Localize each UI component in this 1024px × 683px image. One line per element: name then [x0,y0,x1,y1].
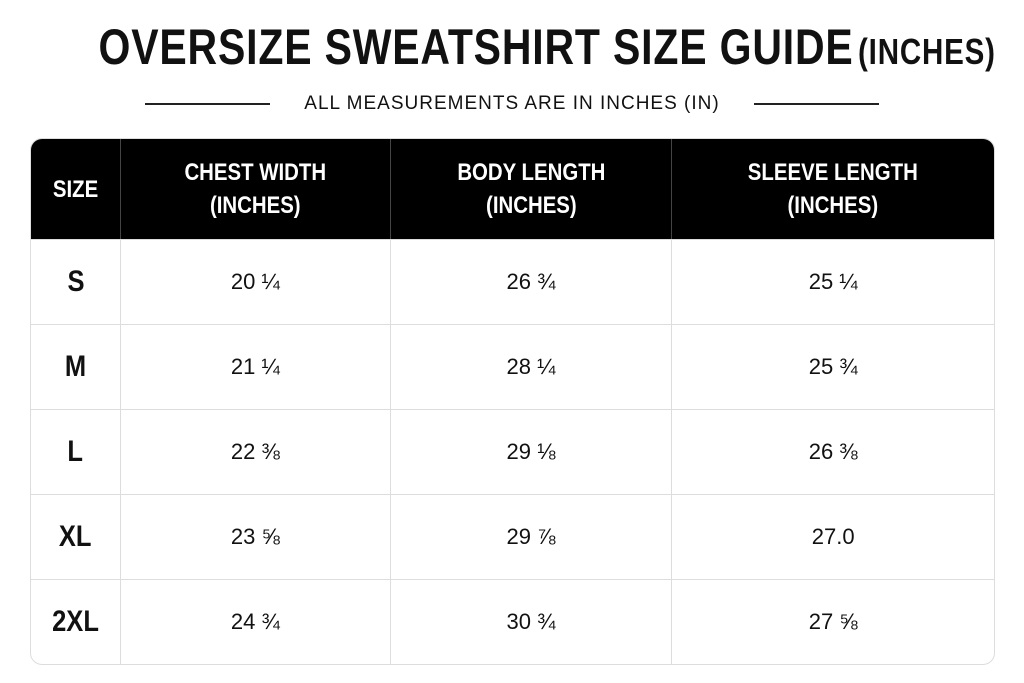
measurement-cell: 21 ¼ [121,324,391,409]
size-cell: M [31,324,122,409]
size-table: SIZE CHEST WIDTH (INCHES) BODY LENGTH (INCHE… [30,138,995,665]
measurement-cell: 27.0 [672,494,994,579]
size-label: 2XL [52,605,99,638]
column-header: CHEST WIDTH (INCHES) [121,139,391,239]
size-cell: L [31,409,122,494]
measurement-cell: 20 ¼ [121,239,391,324]
rule [145,103,271,105]
column-header: BODY LENGTH (INCHES) [390,139,673,239]
subtitle-block: ALL MEASUREMENTS ARE IN INCHES (IN) [0,93,1024,115]
table-row: S 20 ¼ 26 ¾ 25 ¼ [31,239,994,324]
subtitle: ALL MEASUREMENTS ARE IN INCHES (IN) [304,93,720,114]
measurement-cell: 28 ¼ [390,324,673,409]
header-line: (INCHES) [787,192,879,219]
column-header: SLEEVE LENGTH (INCHES) [672,139,994,239]
title-suffix: (INCHES) [858,31,996,72]
measurement-cell: 24 ¾ [121,579,391,664]
measurement-cell: 29 ⅛ [390,409,673,494]
table-row: 2XL 24 ¾ 30 ¾ 27 ⅝ [31,579,994,664]
measurement-cell: 26 ⅜ [672,409,994,494]
size-label: XL [59,520,92,553]
table-row: M 21 ¼ 28 ¼ 25 ¾ [31,324,994,409]
header-line: CHEST WIDTH [184,159,327,186]
size-cell: S [31,239,122,324]
header-row: SIZE CHEST WIDTH (INCHES) BODY LENGTH (INCHE… [31,139,994,239]
title-text: OVERSIZE SWEATSHIRT SIZE GUIDE (INCHES) [98,18,995,76]
measurement-cell: 27 ⅝ [672,579,994,664]
measurement-cell: 25 ¼ [672,239,994,324]
title: OVERSIZE SWEATSHIRT SIZE GUIDE [98,19,854,75]
size-cell: XL [31,494,122,579]
measurement-cell: 23 ⅝ [121,494,391,579]
header-line: SIZE [52,175,99,203]
rule [753,103,879,105]
measurement-cell: 30 ¾ [390,579,673,664]
header-line: (INCHES) [210,192,301,219]
title-block: OVERSIZE SWEATSHIRT SIZE GUIDE (INCHES) [0,18,1024,76]
table-row: L 22 ⅜ 29 ⅛ 26 ⅜ [31,409,994,494]
column-header: SIZE [31,139,122,239]
measurement-cell: 29 ⅞ [390,494,673,579]
measurement-cell: 22 ⅜ [121,409,391,494]
table-row: XL 23 ⅝ 29 ⅞ 27.0 [31,494,994,579]
header-line: SLEEVE LENGTH [748,159,919,186]
header-line: BODY LENGTH [456,159,606,186]
header-line: (INCHES) [485,192,577,219]
measurement-cell: 26 ¾ [390,239,673,324]
size-cell: 2XL [31,579,122,664]
size-label: M [64,350,87,383]
size-label: L [67,435,84,468]
size-label: S [67,265,85,298]
measurement-cell: 25 ¾ [672,324,994,409]
